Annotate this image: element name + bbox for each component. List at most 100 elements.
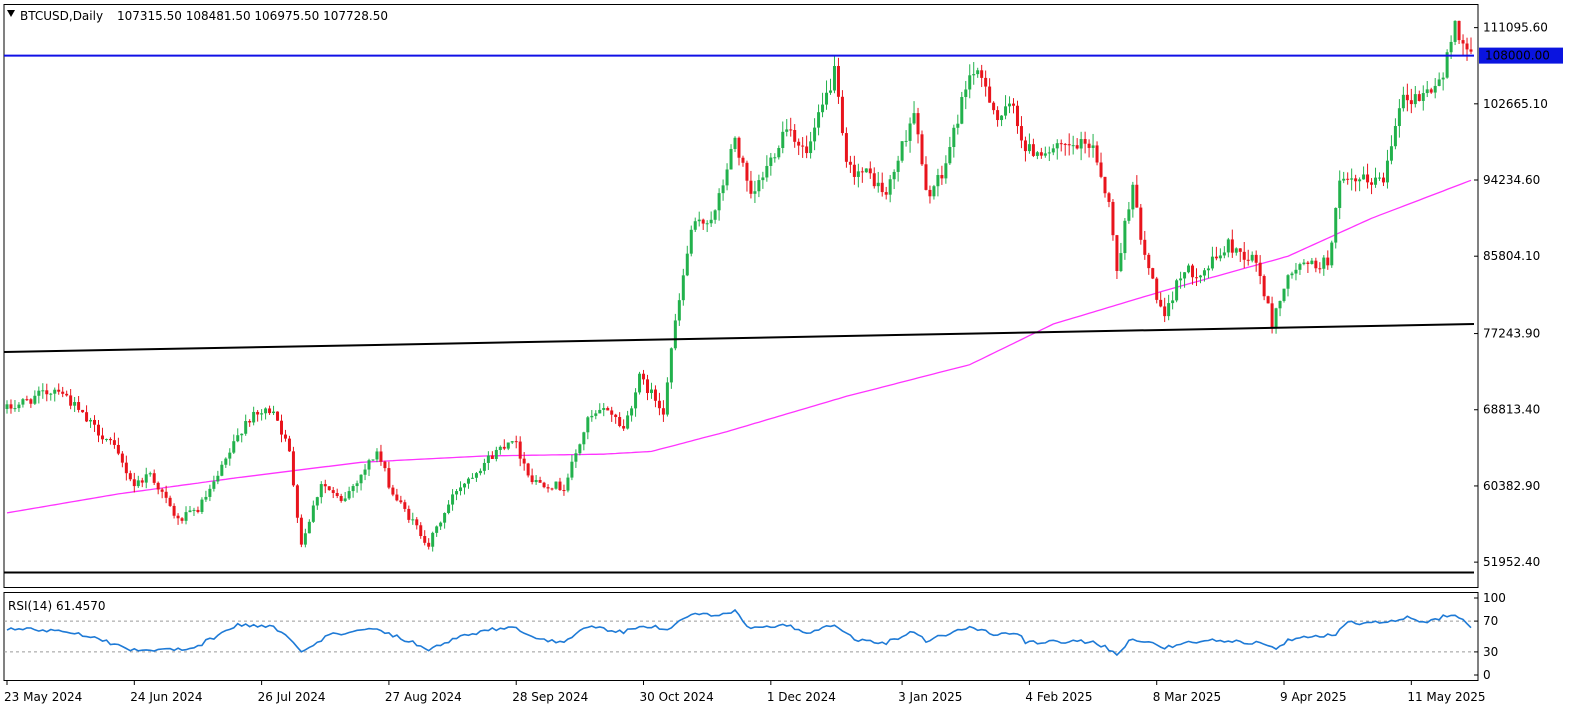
bear-candle-body <box>1023 140 1027 152</box>
candle <box>478 468 482 476</box>
candle <box>1465 37 1469 61</box>
bull-candle-body <box>319 484 323 498</box>
bear-candle-body <box>1075 145 1079 149</box>
bull-candle-body <box>908 123 912 141</box>
bear-candle-body <box>646 379 649 394</box>
candle <box>1350 168 1354 191</box>
candle <box>1378 172 1381 181</box>
rsi-level-lines <box>4 620 1474 653</box>
bull-candle-body <box>252 411 256 423</box>
collapse-triangle-icon[interactable] <box>7 10 15 17</box>
candle <box>932 184 936 200</box>
candle <box>236 428 240 443</box>
candle <box>1071 135 1075 155</box>
bear-candle-body <box>415 519 419 526</box>
bull-candle-body <box>104 438 108 440</box>
candle <box>562 484 566 496</box>
candle <box>1047 146 1051 162</box>
candle <box>626 410 630 430</box>
bull-candle-body <box>829 90 832 93</box>
candle <box>371 459 375 461</box>
candle <box>37 386 41 404</box>
candle <box>1119 242 1123 273</box>
candle <box>916 107 920 144</box>
candle <box>311 500 315 523</box>
candle <box>502 439 506 451</box>
bear-candle-body <box>793 130 797 142</box>
bull-candle-body <box>220 464 224 476</box>
bear-candle-body <box>868 168 872 174</box>
bull-candle-body <box>717 193 721 211</box>
candle <box>717 188 721 221</box>
candle <box>260 409 264 421</box>
bear-candle-body <box>1405 94 1409 101</box>
bull-candle-body <box>188 510 192 513</box>
candle <box>1417 90 1421 102</box>
bull-candle-body <box>228 452 232 459</box>
candle <box>128 470 132 482</box>
candle <box>900 141 904 163</box>
candle <box>836 57 840 104</box>
bull-candle-body <box>1413 94 1417 105</box>
bull-candle-body <box>315 497 319 506</box>
bull-candle-body <box>474 473 478 478</box>
candle <box>1000 115 1004 127</box>
candle <box>669 347 673 389</box>
bull-candle-body <box>1453 20 1457 42</box>
bear-candle-body <box>323 484 327 487</box>
bull-candle-body <box>367 460 371 470</box>
candle <box>661 400 665 422</box>
bull-candle-body <box>1374 177 1378 185</box>
candle <box>1278 300 1282 317</box>
candle <box>399 495 403 504</box>
candles-layer <box>5 20 1473 552</box>
candle <box>1206 265 1210 279</box>
date-axis: 23 May 2024 24 Jun 2024 26 Jul 2024 27 Aug … <box>4 680 1486 704</box>
candle <box>848 155 852 173</box>
bull-candle-body <box>586 417 590 433</box>
bear-candle-body <box>383 461 387 469</box>
candle <box>1282 288 1286 303</box>
bear-candle-body <box>331 490 335 493</box>
bear-candle-body <box>1409 100 1413 105</box>
candle <box>152 469 156 486</box>
bear-candle-body <box>1039 152 1043 156</box>
bull-candle-body <box>1004 106 1008 116</box>
candle <box>721 179 725 201</box>
bear-candle-body <box>1103 176 1107 194</box>
bull-candle-body <box>892 171 896 180</box>
rsi-label: RSI(14) 61.4570 <box>8 599 106 613</box>
bear-candle-body <box>1012 103 1015 106</box>
candle <box>685 245 689 277</box>
candle <box>204 490 208 502</box>
bear-candle-body <box>327 486 331 491</box>
bear-candle-body <box>45 390 49 395</box>
bear-candle-body <box>276 411 280 421</box>
candle <box>665 377 669 417</box>
bull-candle-body <box>753 191 757 194</box>
bull-candle-body <box>896 160 900 172</box>
bull-candle-body <box>1091 145 1095 148</box>
candle <box>936 168 940 197</box>
candle <box>1338 170 1342 220</box>
candle <box>1067 133 1071 156</box>
candle <box>522 452 526 471</box>
candle <box>1457 20 1461 45</box>
bull-candle-body <box>443 513 447 523</box>
candle <box>124 455 128 481</box>
candle <box>1202 267 1206 282</box>
bull-candle-body <box>1127 209 1131 221</box>
candle <box>455 489 459 501</box>
candle <box>634 388 638 417</box>
bear-candle-body <box>299 517 303 545</box>
bear-candle-body <box>1095 145 1099 163</box>
price-tag-label: 108000.00 <box>1485 49 1550 63</box>
candle <box>443 512 447 529</box>
candle <box>821 92 825 118</box>
candle <box>614 413 618 424</box>
candle <box>773 153 777 163</box>
bull-candle-body <box>689 229 693 254</box>
bear-candle-body <box>797 141 801 146</box>
candle <box>1004 95 1008 120</box>
